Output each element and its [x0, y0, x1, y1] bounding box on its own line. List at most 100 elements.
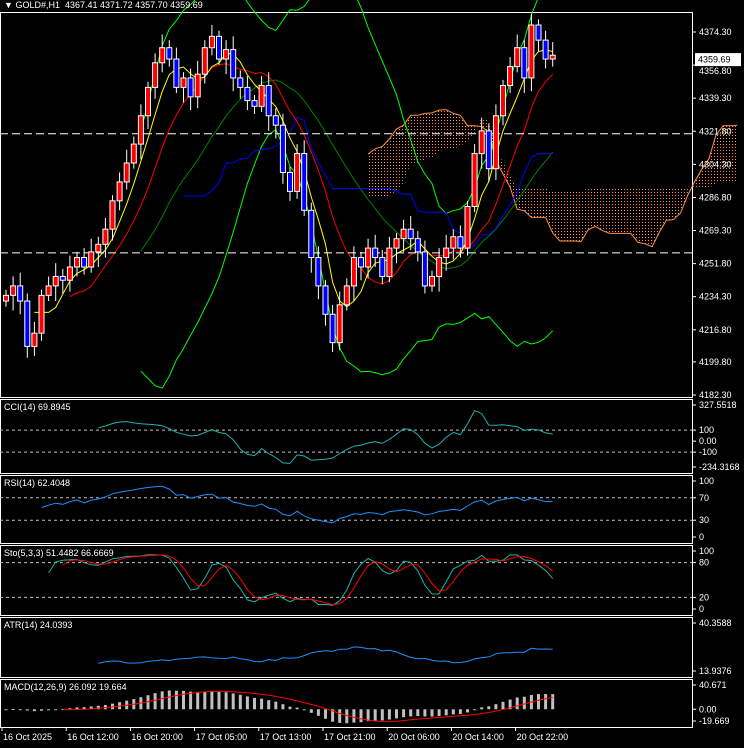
- indicator-label: MACD(12,26,9) 26.092 19.664: [4, 682, 127, 692]
- price-tick-label: 4251.80: [699, 259, 732, 269]
- candle-body: [485, 130, 492, 170]
- candle-body: [201, 47, 208, 75]
- candle-body: [407, 228, 414, 240]
- macd-histogram-bar: [508, 699, 512, 710]
- macd-histogram-bar: [316, 709, 320, 716]
- candle-body: [152, 62, 159, 88]
- macd-histogram-bar: [331, 709, 335, 722]
- time-tick-label: 16 Oct 20:00: [131, 732, 183, 742]
- macd-histogram-bar: [274, 701, 278, 710]
- macd-histogram-bar: [551, 694, 555, 710]
- macd-histogram-bar: [302, 709, 306, 711]
- macd-histogram-bar: [25, 709, 29, 711]
- candle-body: [535, 24, 542, 41]
- macd-histogram-bar: [451, 709, 455, 715]
- macd-histogram-bar: [253, 697, 256, 710]
- candle-body: [109, 200, 116, 230]
- macd-histogram-bar: [366, 709, 370, 722]
- candle-body: [443, 247, 450, 259]
- candle: [109, 195, 116, 241]
- candle-body: [528, 24, 535, 79]
- panel-frame: [0, 475, 693, 544]
- indicator-panel: RSI(14) 62.4048: [0, 478, 692, 524]
- time-tick-label: 20 Oct 14:00: [452, 732, 504, 742]
- current-price-label: 4359.69: [698, 55, 731, 65]
- panel-frames: [0, 12, 693, 728]
- candle: [130, 136, 137, 169]
- candle-body: [10, 285, 17, 296]
- candle: [500, 79, 506, 126]
- candle: [265, 72, 272, 131]
- time-tick-label: 16 Oct 2025: [3, 732, 52, 742]
- main-price-panel[interactable]: [0, 0, 738, 389]
- candle-body: [350, 257, 357, 287]
- macd-histogram-bar: [245, 696, 249, 710]
- candle: [166, 40, 173, 67]
- macd-histogram-bar: [537, 694, 540, 710]
- candle: [152, 53, 159, 99]
- macd-histogram-bar: [309, 709, 313, 713]
- candle-body: [38, 294, 45, 334]
- macd-histogram-bar: [4, 709, 8, 711]
- candle-body: [478, 130, 485, 155]
- indicator-panel: CCI(14) 69.8945: [0, 402, 692, 464]
- candle-body: [421, 251, 428, 287]
- candle: [436, 248, 443, 292]
- indicator-panels[interactable]: CCI(14) 69.8945 RSI(14) 62.4048 Sto(5,3,3)…: [0, 402, 692, 724]
- candle: [478, 117, 485, 169]
- candle-body: [279, 124, 286, 173]
- candle: [301, 140, 308, 216]
- indicator-panel: ATR(14) 24.0393: [4, 620, 553, 664]
- candle-body: [464, 206, 471, 249]
- candle-body: [116, 181, 123, 202]
- macd-histogram-bar: [288, 706, 292, 710]
- candle-body: [251, 100, 258, 107]
- macd-histogram-bar: [40, 709, 43, 711]
- macd-histogram-bar: [395, 709, 398, 719]
- price-tick-label: 4304.30: [699, 159, 732, 169]
- indicator-line: [62, 690, 553, 723]
- candle-body: [429, 275, 435, 287]
- macd-histogram-bar: [501, 701, 505, 710]
- macd-histogram-bar: [267, 700, 271, 710]
- price-tick-label: 4339.30: [699, 93, 732, 103]
- bollinger-upper: [140, 0, 538, 214]
- macd-histogram-bar: [487, 706, 491, 710]
- candle: [407, 215, 414, 250]
- macd-histogram-bar: [473, 709, 477, 711]
- candle: [308, 202, 315, 273]
- macd-histogram-bar: [32, 709, 36, 712]
- macd-histogram-bar: [444, 709, 448, 716]
- macd-histogram-bar: [182, 690, 185, 710]
- candle-body: [102, 228, 109, 245]
- candle: [287, 166, 293, 201]
- candle: [514, 34, 521, 73]
- candle: [507, 57, 514, 94]
- candle: [457, 225, 464, 258]
- candle: [17, 272, 24, 315]
- candle: [549, 42, 556, 67]
- macd-histogram-bar: [480, 707, 484, 710]
- time-tick-label: 20 Oct 22:00: [517, 732, 569, 742]
- dropdown-arrow-icon[interactable]: ▼: [4, 0, 13, 10]
- indicator-tick-label: -234.3168: [699, 462, 740, 472]
- symbol-label: GOLD#,H1: [15, 0, 60, 10]
- candle-body: [194, 73, 201, 98]
- indicator-tick-label: 40.3588: [699, 618, 732, 628]
- candle: [52, 263, 59, 302]
- candle-body: [521, 47, 528, 79]
- macd-histogram-bar: [345, 709, 349, 724]
- candle-body: [400, 228, 407, 240]
- candle-body: [123, 162, 130, 183]
- candle-body: [457, 236, 464, 249]
- indicator-label: CCI(14) 69.8945: [4, 402, 71, 412]
- ma-mid-line: [69, 63, 554, 298]
- macd-histogram-bar: [11, 709, 15, 711]
- macd-histogram-bar: [338, 709, 342, 723]
- candle-body: [216, 35, 222, 60]
- candle: [137, 104, 144, 160]
- price-tick-label: 4374.30: [699, 27, 732, 37]
- macd-histogram-bar: [515, 697, 519, 710]
- candle-body: [358, 257, 364, 268]
